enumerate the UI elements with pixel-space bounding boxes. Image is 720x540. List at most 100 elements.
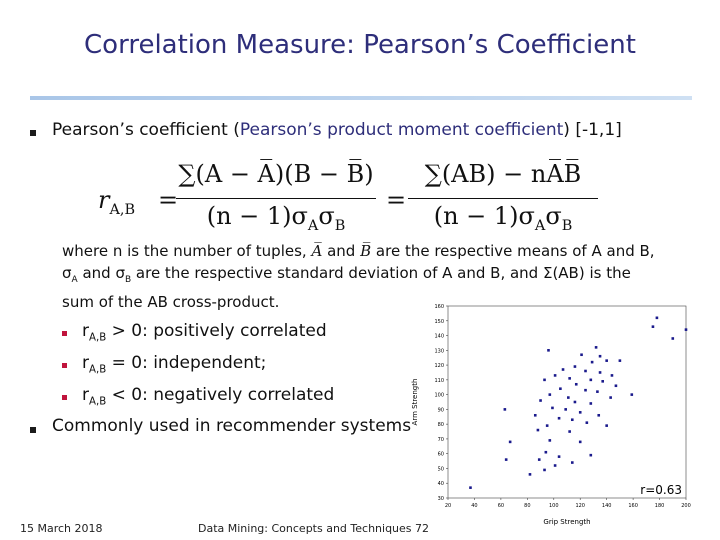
- numerator: ∑(A − A̅)(B − B̅): [178, 160, 374, 188]
- point: [543, 468, 546, 472]
- text: r: [82, 385, 89, 405]
- point: [559, 387, 562, 391]
- equals: =: [158, 186, 179, 214]
- point: [580, 353, 583, 357]
- x-tick-label: 40: [471, 503, 477, 509]
- sub-bullet-text: rA,B > 0: positively correlated: [82, 321, 327, 343]
- point: [589, 402, 593, 405]
- bullet-text: Pearson’s coefficient (Pearson’s product…: [52, 120, 622, 140]
- text: A,B: [89, 332, 107, 344]
- plot-frame: [447, 305, 687, 499]
- point: [605, 424, 608, 427]
- point: [578, 411, 582, 414]
- point: [547, 349, 550, 352]
- page-number: 72: [415, 522, 430, 535]
- x-tick-label: 80: [524, 503, 530, 509]
- point: [614, 384, 618, 388]
- point: [601, 380, 604, 383]
- point: [598, 371, 602, 374]
- formula-lhs: rA,B: [98, 186, 135, 218]
- y-tick-label: 60: [438, 452, 444, 458]
- point: [508, 440, 512, 444]
- text: A,B: [89, 364, 107, 376]
- point: [584, 369, 587, 373]
- text: B: [124, 275, 132, 285]
- link-text: Pearson’s product moment coefficient: [239, 120, 564, 140]
- point: [537, 458, 541, 461]
- title-rule: [30, 96, 692, 100]
- point: [630, 393, 634, 396]
- x-tick-label: 160: [628, 503, 638, 509]
- where-paragraph: where n is the number of tuples, A̅ and …: [62, 240, 662, 313]
- point: [545, 424, 549, 427]
- symbol: A̅: [311, 242, 323, 260]
- point: [543, 378, 546, 382]
- y-tick-label: 120: [434, 363, 444, 369]
- point: [605, 359, 608, 362]
- footer-course: Data Mining: Concepts and Techniques 72: [198, 522, 429, 535]
- point: [589, 378, 593, 382]
- text: A: [534, 217, 546, 234]
- point: [584, 388, 587, 392]
- point: [548, 439, 552, 442]
- point: [503, 408, 507, 411]
- y-tick-label: 30: [438, 496, 444, 502]
- x-tick-label: 60: [498, 503, 504, 509]
- denominator: (n − 1)σAσB: [408, 202, 598, 234]
- point: [578, 440, 582, 444]
- text: A,B: [109, 201, 136, 218]
- sub-bullet-text: rA,B = 0: independent;: [82, 353, 266, 375]
- point: [655, 316, 659, 320]
- point: [594, 346, 598, 349]
- y-tick-label: 80: [438, 422, 444, 428]
- point: [671, 337, 675, 340]
- text: ) [-1,1]: [563, 120, 622, 140]
- point: [557, 455, 561, 458]
- text: B: [334, 217, 346, 234]
- point: [684, 328, 688, 331]
- sub-bullet-text: rA,B < 0: negatively correlated: [82, 385, 334, 407]
- text: and: [327, 242, 356, 260]
- point: [504, 458, 508, 461]
- y-tick-label: 50: [438, 466, 444, 472]
- scatter-chart: Arm Strength Grip Strength 30 40 50 60 70 80 9…: [411, 304, 691, 526]
- point: [570, 418, 574, 422]
- point: [548, 393, 552, 396]
- point: [589, 453, 593, 457]
- text: where n is the number of tuples,: [62, 242, 307, 260]
- text: (n − 1)σ: [433, 202, 535, 230]
- point: [561, 368, 565, 371]
- y-tick-label: 150: [434, 319, 444, 325]
- y-tick-label: 40: [438, 481, 444, 487]
- text: A,B: [89, 396, 107, 408]
- point: [573, 365, 577, 368]
- point: [557, 416, 561, 420]
- text: A: [71, 275, 78, 285]
- y-tick-label: 140: [434, 334, 444, 340]
- point: [610, 374, 614, 377]
- sub-bullet: [62, 395, 67, 400]
- bullet: [30, 130, 36, 136]
- fraction-bar: [408, 198, 598, 199]
- point: [573, 400, 577, 404]
- x-axis-label: Grip Strength: [543, 518, 590, 526]
- y-tick-label: 130: [434, 348, 444, 354]
- text: and σ: [77, 264, 125, 282]
- y-tick-label: 160: [434, 304, 444, 310]
- point: [609, 396, 612, 399]
- point: [596, 390, 599, 393]
- point: [469, 486, 472, 489]
- point: [618, 359, 622, 362]
- point: [536, 428, 540, 432]
- text: A: [307, 217, 319, 234]
- x-tick-label: 200: [681, 503, 691, 509]
- point: [544, 450, 548, 454]
- y-axis-label: Arm Strength: [411, 379, 419, 426]
- point: [568, 377, 571, 380]
- point: [567, 396, 570, 399]
- bullet: [30, 427, 36, 433]
- text: < 0: negatively correlated: [106, 385, 335, 405]
- text: = 0: independent;: [106, 353, 267, 373]
- text: Pearson’s coefficient (: [52, 120, 240, 140]
- sub-bullet: [62, 363, 67, 368]
